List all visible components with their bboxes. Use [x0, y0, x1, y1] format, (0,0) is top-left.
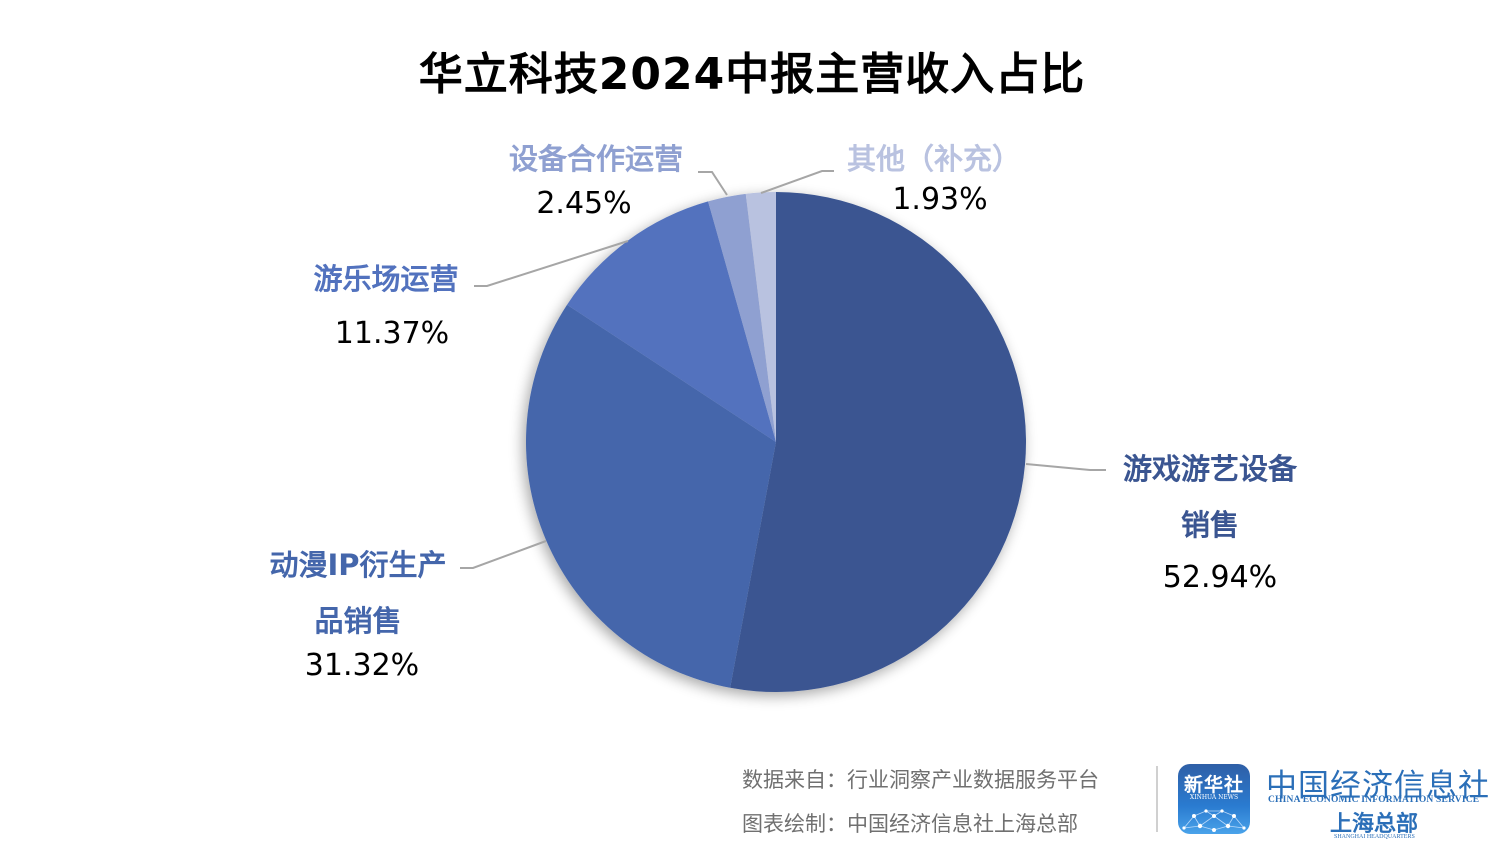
slice-value-4: 2.45% [536, 186, 632, 221]
leader-line-slice-3 [474, 240, 629, 287]
network-nodes-icon [1182, 809, 1246, 832]
slice-value-3: 11.37% [334, 316, 450, 351]
slice-label-2-line-2: 品销售 [314, 604, 402, 638]
leader-line-slice-1 [1025, 463, 1106, 471]
footer-divider [1156, 766, 1158, 832]
slice-label-2-line-1: 动漫IP衍生产 [269, 548, 447, 582]
xinhua-logo-cn-text: 新华社 [1183, 774, 1244, 796]
xinhua-logo-en-text: XINHUA NEWS [1189, 794, 1239, 801]
pie-slice-2 [525, 304, 776, 688]
slice-value-5: 1.93% [892, 182, 988, 217]
pie-slices [525, 192, 1027, 692]
slice-label-1-line-1: 游戏游艺设备 [1122, 452, 1297, 486]
ceis-sub-en: SHANGHAI HEADQUARTERS [1334, 834, 1415, 840]
slice-label-1-line-2: 销售 [1180, 508, 1239, 542]
slice-value-1: 52.94% [1162, 560, 1278, 595]
chart-credit-note: 图表绘制：中国经济信息社上海总部 [742, 812, 1078, 836]
pie-slice-1 [730, 192, 1027, 692]
pie-slice-5 [745, 192, 776, 442]
leader-line-slice-5 [760, 170, 834, 194]
pie-slice-4 [708, 193, 776, 442]
leader-lines [460, 170, 1106, 569]
leader-line-slice-2 [460, 540, 547, 569]
slice-label-4: 设备合作运营 [508, 142, 683, 176]
xinhua-news-logo: 新华社 XINHUA NEWS [1178, 764, 1250, 834]
ceis-logo-cn: 中国经济信息社 [1266, 768, 1490, 804]
ceis-logo-en: CHINA ECONOMIC INFORMATION SERVICE [1268, 795, 1480, 805]
data-source-note: 数据来自：行业洞察产业数据服务平台 [742, 768, 1099, 792]
slice-label-5: 其他（补充） [846, 142, 1021, 176]
ceis-sub-cn: 上海总部 [1330, 811, 1419, 837]
pie-slice-3 [567, 201, 776, 442]
slice-label-3: 游乐场运营 [313, 262, 459, 296]
slice-value-2: 31.32% [304, 648, 420, 683]
leader-line-slice-4 [698, 171, 728, 196]
chart-title: 华立科技2024中报主营收入占比 [418, 49, 1086, 100]
